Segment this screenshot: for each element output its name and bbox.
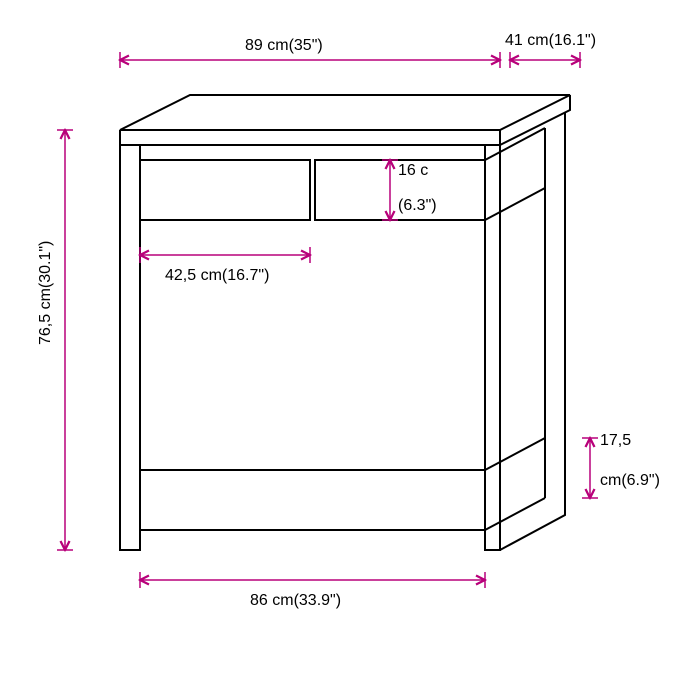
dim-height-total: 76,5 cm(30.1") bbox=[37, 130, 73, 550]
dim-depth-top: 41 cm(16.1") bbox=[505, 32, 596, 68]
dim-inner-width: 86 cm(33.9") bbox=[140, 572, 485, 609]
dim-drawer-height: 16 c (6.3") bbox=[382, 160, 437, 220]
label-height-total: 76,5 cm(30.1") bbox=[37, 241, 54, 345]
label-shelf-height-2: cm(6.9") bbox=[600, 472, 660, 489]
label-inner-width: 86 cm(33.9") bbox=[250, 592, 341, 609]
label-drawer-width: 42,5 cm(16.7") bbox=[165, 267, 269, 284]
label-depth-top: 41 cm(16.1") bbox=[505, 32, 596, 49]
dim-width-top: 89 cm(35") bbox=[120, 37, 500, 68]
dim-shelf-height: 17,5 cm(6.9") bbox=[582, 432, 660, 498]
label-drawer-height-1: 16 c bbox=[398, 162, 428, 179]
dimension-diagram: 89 cm(35") 41 cm(16.1") 76,5 cm(30.1") 1… bbox=[0, 0, 700, 700]
dim-drawer-width: 42,5 cm(16.7") bbox=[140, 247, 310, 284]
furniture-outline bbox=[120, 95, 570, 550]
label-shelf-height-1: 17,5 bbox=[600, 432, 631, 449]
label-drawer-height-2: (6.3") bbox=[398, 197, 437, 214]
label-width-top: 89 cm(35") bbox=[245, 37, 323, 54]
